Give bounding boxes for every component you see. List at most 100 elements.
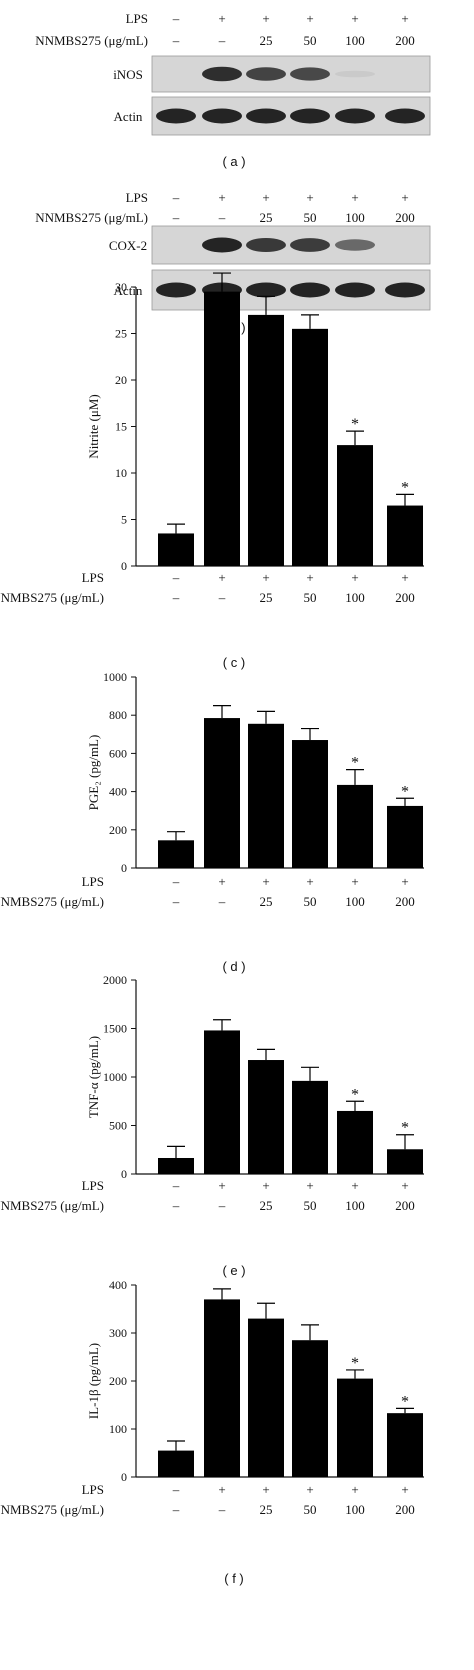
chart-e-ytick-label-4: 2000 [103, 973, 127, 987]
chart-c-ytick-label-6: 30 [115, 280, 127, 294]
chart-d-bar-5 [387, 805, 423, 868]
chart-c-dose-1: – [218, 590, 226, 605]
blot-b-lps-1: + [218, 190, 225, 205]
chart-f-ytick-label-3: 300 [109, 1326, 127, 1340]
chart-e-sig-4: * [351, 1086, 359, 1103]
blot-b-dose-0: – [172, 210, 180, 225]
blot-b-dose-3: 50 [304, 210, 317, 225]
chart-e-ytick-label-3: 1500 [103, 1022, 127, 1036]
blot-a-dose-4: 100 [345, 33, 365, 48]
blot-a-band-1-2 [246, 108, 286, 124]
chart-c-lps-label: LPS [82, 570, 104, 585]
blot-a-dose-5: 200 [395, 33, 415, 48]
chart-f-bar-5 [387, 1413, 423, 1477]
chart-e-lps-label: LPS [82, 1178, 104, 1193]
blot-b-dose-1: – [218, 210, 226, 225]
chart-c-bar-0 [158, 533, 194, 566]
chart-e-panel-label: ( e ) [222, 1263, 245, 1278]
chart-d-lps-2: + [262, 874, 269, 889]
chart-c-dose-2: 25 [260, 590, 273, 605]
chart-e-bar-5 [387, 1149, 423, 1174]
chart-d-lps-0: – [172, 874, 180, 889]
blot-b-dose-label: NNMBS275 (μg/mL) [35, 210, 148, 225]
chart-f-dose-2: 25 [260, 1502, 273, 1517]
blot-a-band-1-1 [202, 108, 242, 124]
chart-c-bar-1 [204, 291, 240, 566]
chart-d-dose-0: – [172, 894, 180, 909]
chart-d-ytick-label-1: 200 [109, 823, 127, 837]
chart-d-bar-2 [248, 723, 284, 868]
blot-a-band-0-4 [335, 70, 375, 78]
chart-c-ytick-label-3: 15 [115, 420, 127, 434]
chart-d-dose-5: 200 [395, 894, 415, 909]
chart-f-dose-label: NNMBS275 (μg/mL) [0, 1502, 104, 1517]
blot-b-lps-2: + [262, 190, 269, 205]
chart-c-lps-4: + [351, 570, 358, 585]
chart-d-sig-5: * [401, 783, 409, 800]
chart-d-ytick-label-2: 400 [109, 785, 127, 799]
chart-c-dose-label: NNMBS275 (μg/mL) [0, 590, 104, 605]
chart-d-lps-4: + [351, 874, 358, 889]
chart-e-lps-0: – [172, 1178, 180, 1193]
chart-f-sig-4: * [351, 1355, 359, 1372]
chart-e-bar-1 [204, 1030, 240, 1174]
chart-f-bar-0 [158, 1450, 194, 1477]
chart-e-lps-3: + [306, 1178, 313, 1193]
blot-a-band-1-0 [156, 108, 196, 124]
chart-c-ytick-label-2: 10 [115, 466, 127, 480]
chart-c-dose-0: – [172, 590, 180, 605]
blot-b-band-0-3 [290, 238, 330, 252]
chart-f-lps-label: LPS [82, 1482, 104, 1497]
chart-f-lps-0: – [172, 1482, 180, 1497]
chart-c-sig-5: * [401, 479, 409, 496]
chart-e-bar-0 [158, 1157, 194, 1174]
chart-e-dose-1: – [218, 1198, 226, 1213]
blot-a-dose-3: 50 [304, 33, 317, 48]
chart-f-lps-2: + [262, 1482, 269, 1497]
blot-a-dose-2: 25 [260, 33, 273, 48]
chart-f-dose-5: 200 [395, 1502, 415, 1517]
chart-f-bar-2 [248, 1318, 284, 1477]
chart-c-ylabel: Nitrite (μM) [86, 394, 101, 458]
chart-f-ytick-label-0: 0 [121, 1470, 127, 1484]
chart-f-dose-4: 100 [345, 1502, 365, 1517]
chart-d-dose-2: 25 [260, 894, 273, 909]
blot-a-lps-3: + [306, 11, 313, 26]
chart-e-dose-label: NNMBS275 (μg/mL) [0, 1198, 104, 1213]
blot-a-band-0-1 [202, 66, 242, 82]
chart-c-bar-2 [248, 314, 284, 566]
chart-d-lps-5: + [401, 874, 408, 889]
chart-d-bar-4 [337, 784, 373, 868]
chart-f-lps-5: + [401, 1482, 408, 1497]
chart-d-dose-label: NNMBS275 (μg/mL) [0, 894, 104, 909]
blot-b-band-label-0: COX-2 [109, 238, 147, 253]
chart-c-lps-0: – [172, 570, 180, 585]
chart-c-bar-3 [292, 328, 328, 566]
blot-b-dose-2: 25 [260, 210, 273, 225]
blot-b-lps-4: + [351, 190, 358, 205]
blot-b-dose-5: 200 [395, 210, 415, 225]
chart-f-bar-4 [337, 1378, 373, 1477]
chart-d-ylabel: PGE₂ (pg/mL) [86, 735, 101, 811]
blot-a-dose-label: NNMBS275 (μg/mL) [35, 33, 148, 48]
blot-a-lps-0: – [172, 11, 180, 26]
chart-f-bar-1 [204, 1299, 240, 1477]
blot-b-band-0-4 [335, 239, 375, 251]
blot-a-band-0-3 [290, 67, 330, 81]
chart-c-ytick-label-4: 20 [115, 373, 127, 387]
blot-a-dose-0: – [172, 33, 180, 48]
chart-e-lps-5: + [401, 1178, 408, 1193]
chart-e-sig-5: * [401, 1120, 409, 1137]
chart-e-dose-0: – [172, 1198, 180, 1213]
blot-a-band-1-5 [385, 108, 425, 124]
chart-d-lps-3: + [306, 874, 313, 889]
chart-d-bar-3 [292, 740, 328, 868]
blot-b-band-1-2 [246, 282, 286, 298]
blot-a-lps-label: LPS [126, 11, 148, 26]
blot-b-lps-label: LPS [126, 190, 148, 205]
chart-e-lps-4: + [351, 1178, 358, 1193]
chart-f-panel-label: ( f ) [224, 1571, 244, 1586]
chart-f-dose-0: – [172, 1502, 180, 1517]
chart-f-dose-3: 50 [304, 1502, 317, 1517]
